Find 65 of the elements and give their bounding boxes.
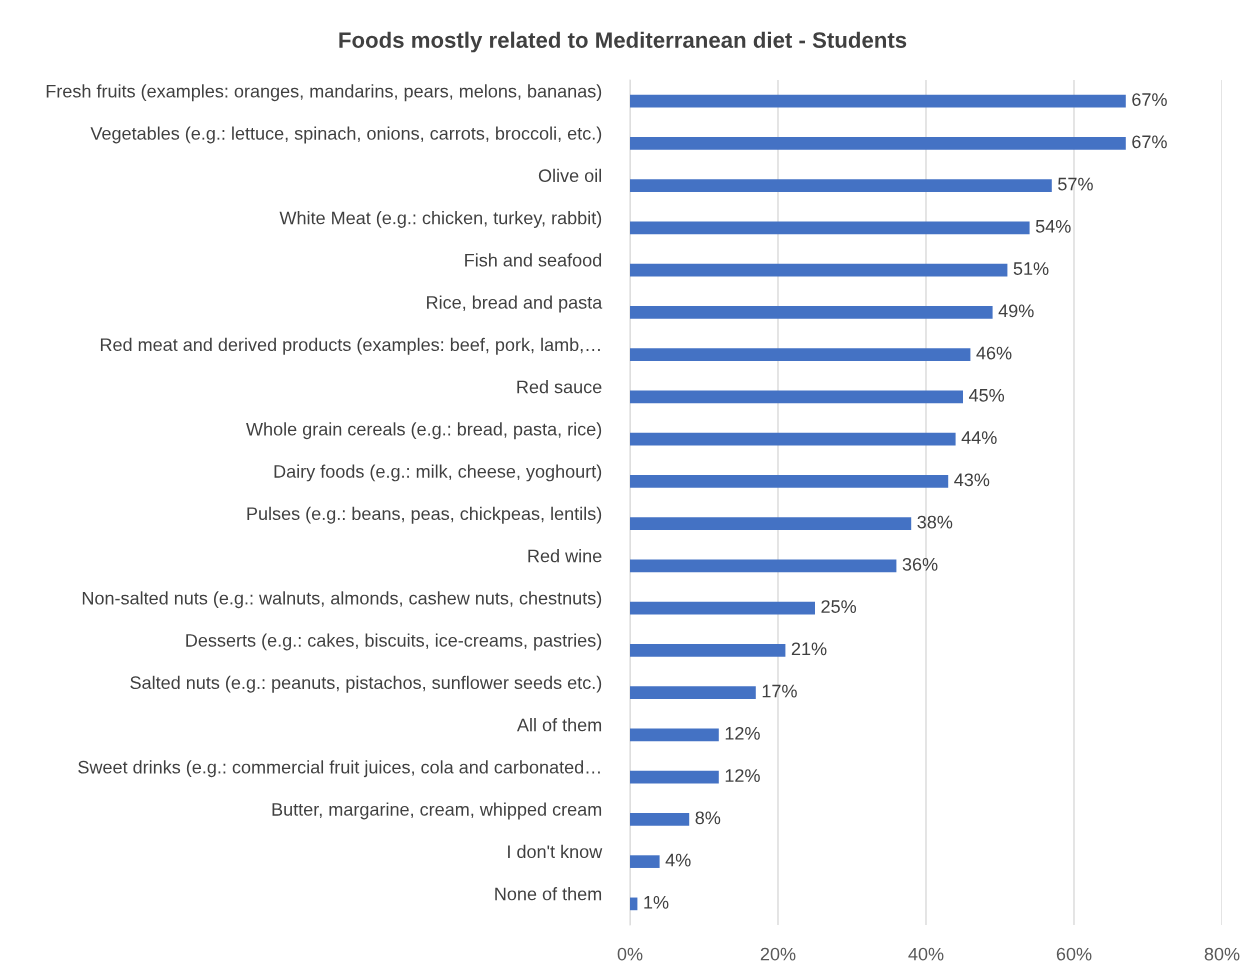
data-label: 1% xyxy=(644,896,669,909)
data-label: 21% xyxy=(791,642,827,656)
y-tick-label: Rice, bread and pasta xyxy=(427,295,603,313)
bar xyxy=(630,137,1126,150)
bar xyxy=(630,475,949,488)
y-tick-label: Non-salted nuts (e.g.: walnuts, almonds, cashew nuts, chestnuts) xyxy=(82,591,602,609)
bar xyxy=(630,559,897,573)
y-tick-label: Pulses (e.g.: beans, peas, chickpeas, lentils) xyxy=(247,506,602,524)
bar xyxy=(630,348,971,361)
data-label: 12% xyxy=(725,726,760,740)
bar xyxy=(630,770,719,784)
data-label: 67% xyxy=(1132,135,1167,149)
y-tick-label: Red sauce xyxy=(517,380,602,394)
bar xyxy=(630,686,756,699)
data-label: 12% xyxy=(725,769,760,782)
y-tick-label: White Meat (e.g.: chicken, turkey, rabbit) xyxy=(279,211,602,228)
y-tick-label: None of them xyxy=(495,887,602,901)
x-tick-label: 0% xyxy=(617,947,643,961)
bar xyxy=(630,728,719,742)
data-label: 36% xyxy=(902,557,938,571)
data-label: 38% xyxy=(917,515,953,529)
data-label: 8% xyxy=(695,811,721,825)
x-tick-label: 80% xyxy=(1204,947,1240,961)
bar xyxy=(630,601,815,615)
bar xyxy=(630,306,993,319)
data-label: 25% xyxy=(821,600,857,613)
data-label: 4% xyxy=(665,853,691,867)
bar xyxy=(630,813,690,826)
bar xyxy=(630,179,1052,192)
y-tick-label: Vegetables (e.g.: lettuce, spinach, onions, carrots, broccoli, etc.) xyxy=(90,126,602,144)
data-label: 44% xyxy=(961,431,997,444)
bar xyxy=(630,644,786,657)
y-tick-label: Red wine xyxy=(528,549,602,563)
x-tick-label: 60% xyxy=(1056,947,1092,961)
data-label: 49% xyxy=(998,304,1034,318)
y-tick-label: Red meat and derived products (examples: beef, pork, lamb,… xyxy=(100,337,600,355)
bar xyxy=(630,517,912,530)
x-tick-label: 20% xyxy=(760,947,796,961)
y-tick-label: Desserts (e.g.: cakes, biscuits, ice-creams, pastries) xyxy=(186,633,602,651)
y-tick-label: All of them xyxy=(516,718,602,732)
y-tick-label: Olive oil xyxy=(538,168,602,183)
y-tick-label: Butter, margarine, cream, whipped cream xyxy=(272,802,602,820)
bar xyxy=(630,432,956,446)
y-tick-label: I don't know xyxy=(508,844,603,859)
y-tick-label: Whole grain cereals (e.g.: bread, pasta, rice) xyxy=(246,422,602,440)
bar xyxy=(630,221,1030,235)
data-label: 57% xyxy=(1058,177,1093,191)
y-tick-label: Fish and seafood xyxy=(465,253,602,267)
data-label: 51% xyxy=(1013,262,1049,275)
data-label: 45% xyxy=(968,389,1005,402)
bar xyxy=(630,94,1126,108)
bar xyxy=(630,390,963,404)
data-label: 54% xyxy=(1035,220,1071,233)
data-label: 67% xyxy=(1132,93,1167,106)
data-label: 17% xyxy=(762,684,797,698)
y-tick-label: Dairy foods (e.g.: milk, cheese, yoghourt) xyxy=(274,464,602,482)
x-tick-label: 40% xyxy=(908,947,944,961)
bar xyxy=(630,855,660,868)
y-tick-label: Salted nuts (e.g.: peanuts, pistachos, sunflower seeds etc.) xyxy=(130,675,602,693)
data-label: 43% xyxy=(954,473,990,487)
y-tick-label: Sweet drinks (e.g.: commercial fruit juices, cola and carbonated… xyxy=(78,760,600,778)
data-label: 46% xyxy=(976,346,1012,360)
y-tick-label: Fresh fruits (examples: oranges, mandarins, pears, melons, bananas) xyxy=(46,84,602,102)
chart-title: Foods mostly related to Mediterranean diet - Students xyxy=(339,31,907,53)
bar xyxy=(630,263,1008,277)
